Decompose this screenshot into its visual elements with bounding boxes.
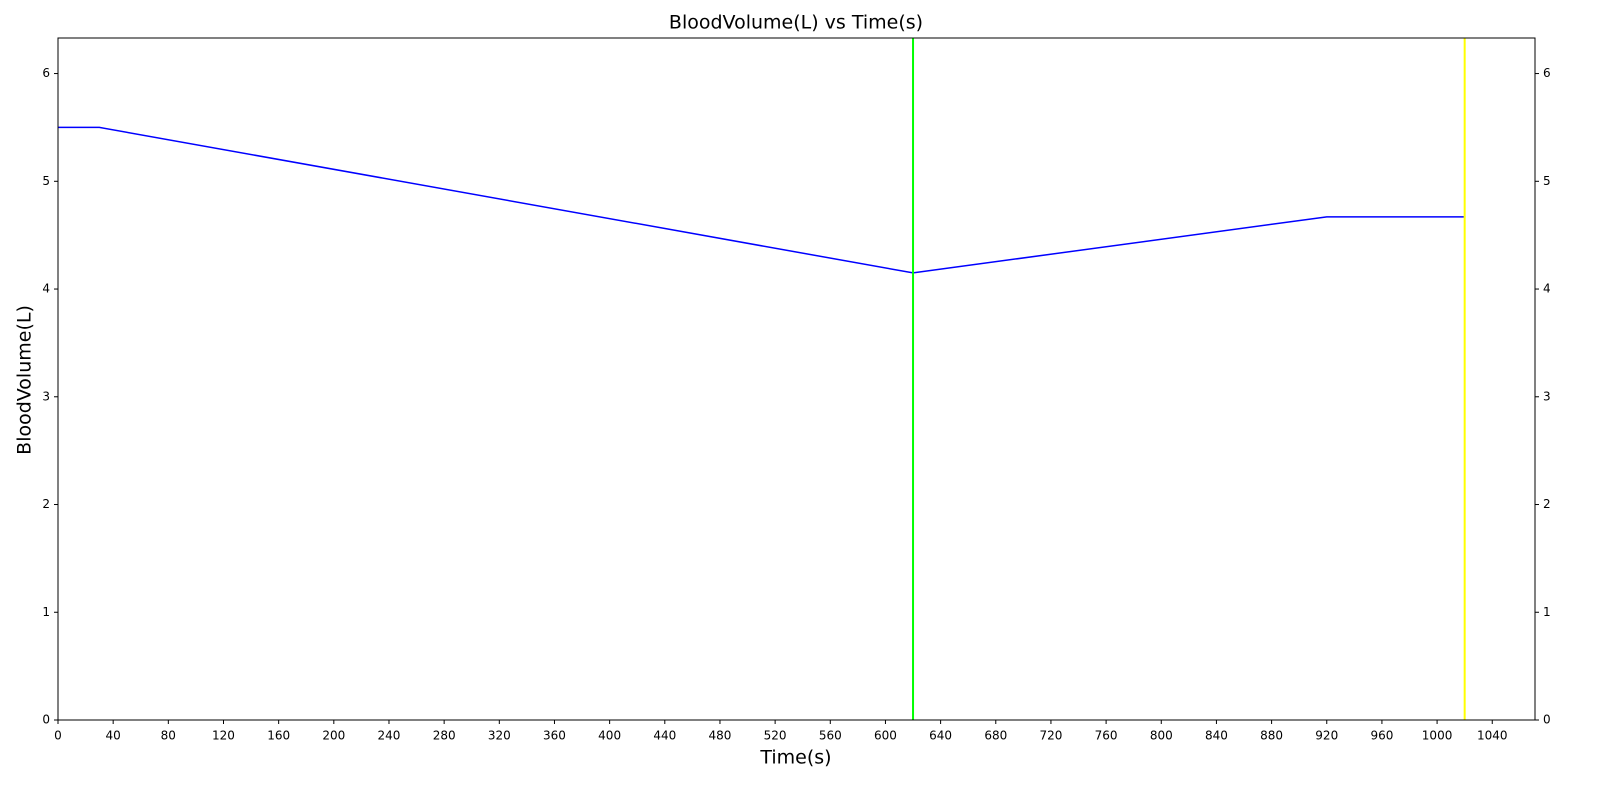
x-tick-label: 720 xyxy=(1039,729,1062,743)
x-tick-label: 480 xyxy=(709,729,732,743)
chart-title: BloodVolume(L) vs Time(s) xyxy=(669,12,923,34)
x-tick-label: 240 xyxy=(378,729,401,743)
x-tick-label: 80 xyxy=(161,729,176,743)
x-tick-label: 360 xyxy=(543,729,566,743)
x-tick-label: 0 xyxy=(54,729,62,743)
x-tick-label: 920 xyxy=(1315,729,1338,743)
y-tick-label: 5 xyxy=(42,174,50,188)
x-tick-label: 160 xyxy=(267,729,290,743)
x-tick-label: 600 xyxy=(874,729,897,743)
x-tick-label: 880 xyxy=(1260,729,1283,743)
x-tick-label: 640 xyxy=(929,729,952,743)
y2-tick-label: 4 xyxy=(1543,282,1551,296)
x-tick-label: 400 xyxy=(598,729,621,743)
y-tick-label: 1 xyxy=(42,605,50,619)
x-axis-label: Time(s) xyxy=(759,747,831,769)
x-tick-label: 680 xyxy=(984,729,1007,743)
line xyxy=(58,126,1465,274)
y2-tick-label: 3 xyxy=(1543,389,1551,403)
x-tick-label: 800 xyxy=(1150,729,1173,743)
x-tick-label: 40 xyxy=(106,729,121,743)
y2-tick-label: 5 xyxy=(1543,174,1551,188)
y2-tick-label: 1 xyxy=(1543,605,1551,619)
y2-tick-label: 0 xyxy=(1543,713,1551,727)
y2-tick-label: 2 xyxy=(1543,497,1551,511)
plot-frame xyxy=(57,37,1536,721)
x-tick-label: 320 xyxy=(488,729,511,743)
y-tick-label: 2 xyxy=(42,497,50,511)
x-tick-label: 960 xyxy=(1370,729,1393,743)
y-tick-label: 4 xyxy=(42,282,50,296)
x-tick-label: 520 xyxy=(764,729,787,743)
x-tick-label: 1000 xyxy=(1422,729,1453,743)
x-tick-label: 280 xyxy=(433,729,456,743)
x-tick-label: 440 xyxy=(653,729,676,743)
x-tick-label: 1040 xyxy=(1477,729,1508,743)
x-tick-label: 560 xyxy=(819,729,842,743)
y-tick-label: 0 xyxy=(42,713,50,727)
x-tick-label: 760 xyxy=(1095,729,1118,743)
y2-tick-label: 6 xyxy=(1543,66,1551,80)
y-tick-label: 6 xyxy=(42,66,50,80)
x-tick-label: 840 xyxy=(1205,729,1228,743)
y-tick-label: 3 xyxy=(42,389,50,403)
x-tick-label: 200 xyxy=(322,729,345,743)
x-tick-label: 120 xyxy=(212,729,235,743)
y-axis-label: BloodVolume(L) xyxy=(14,305,36,455)
